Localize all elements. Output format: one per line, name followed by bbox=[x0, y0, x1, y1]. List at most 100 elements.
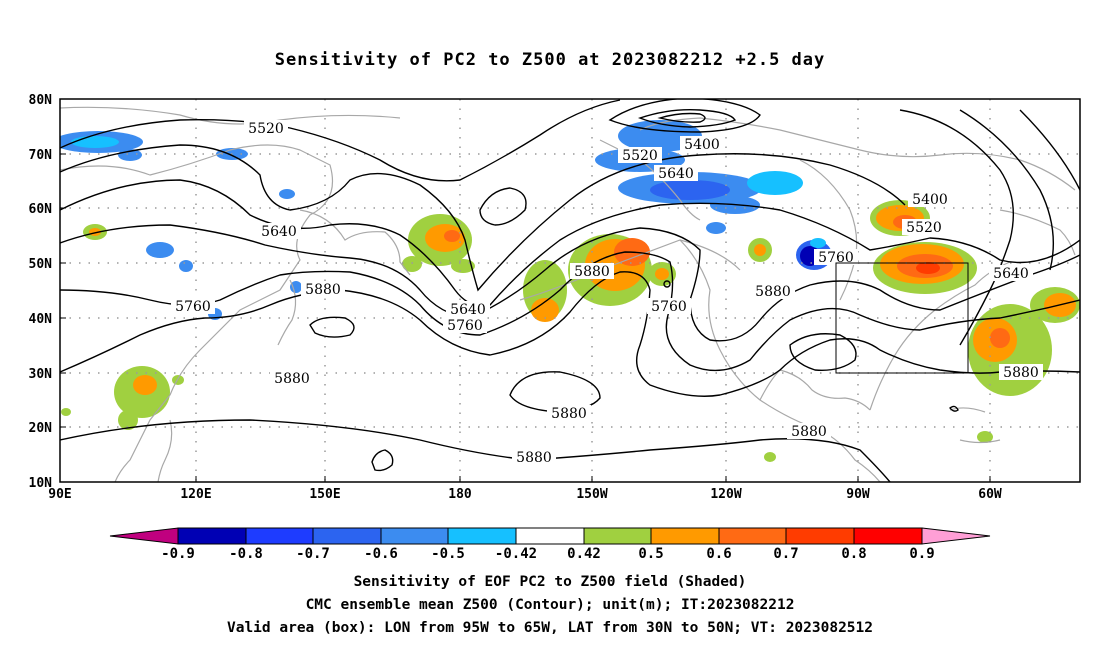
colorbar-segment bbox=[312, 527, 382, 545]
colorbar-label: 0.7 bbox=[773, 546, 798, 562]
svg-text:5640: 5640 bbox=[450, 302, 486, 318]
contour-label: 5760 bbox=[647, 298, 691, 315]
colorbar-label: -0.42 bbox=[495, 546, 537, 562]
longitude-labels: 90E 120E 150E 180 150W 120W 90W 60W bbox=[48, 487, 1002, 502]
svg-text:5760: 5760 bbox=[651, 299, 687, 315]
colorbar-segment bbox=[785, 527, 855, 545]
svg-text:5880: 5880 bbox=[516, 450, 552, 466]
caption-contour: CMC ensemble mean Z500 (Contour); unit(m… bbox=[305, 597, 795, 613]
contour-label: 5520 bbox=[244, 120, 288, 137]
colorbar-segment bbox=[447, 527, 517, 545]
colorbar-label: -0.7 bbox=[296, 546, 330, 562]
map-title: Sensitivity of PC2 to Z500 at 2023082212… bbox=[274, 50, 826, 70]
svg-text:5520: 5520 bbox=[906, 220, 942, 236]
lat-tick-label: 30N bbox=[29, 367, 53, 382]
svg-text:5880: 5880 bbox=[305, 282, 341, 298]
svg-text:5640: 5640 bbox=[993, 266, 1029, 282]
colorbar-label: 0.42 bbox=[567, 546, 601, 562]
svg-text:5400: 5400 bbox=[684, 137, 720, 153]
valid-area-box bbox=[835, 262, 969, 374]
contour-label: 5880 bbox=[270, 370, 314, 387]
lon-tick-label: 120W bbox=[710, 487, 741, 502]
colorbar-label: 0.9 bbox=[909, 546, 934, 562]
svg-text:5760: 5760 bbox=[447, 318, 483, 334]
colorbar-high-triangle bbox=[921, 527, 991, 545]
svg-text:5640: 5640 bbox=[658, 166, 694, 182]
plot-frame bbox=[59, 98, 1081, 483]
contour-label: 5520 bbox=[618, 147, 662, 164]
contour-label: 5880 bbox=[512, 449, 556, 466]
contour-label: 5400 bbox=[908, 191, 952, 208]
contour-label: 5640 bbox=[654, 165, 698, 182]
colorbar-segment bbox=[177, 527, 247, 545]
colorbar-segment bbox=[380, 527, 449, 545]
lon-tick-label: 90W bbox=[846, 487, 870, 502]
colorbar-segment bbox=[245, 527, 314, 545]
colorbar-label: -0.6 bbox=[364, 546, 398, 562]
lat-tick-label: 80N bbox=[29, 93, 53, 108]
svg-text:5880: 5880 bbox=[574, 264, 610, 280]
lon-tick-label: 60W bbox=[978, 487, 1002, 502]
lat-tick-label: 40N bbox=[29, 312, 53, 327]
contour-label: 5760 bbox=[814, 249, 858, 266]
contour-label: 5880 bbox=[547, 405, 591, 422]
z500-contours bbox=[60, 99, 1080, 482]
contour-label: 5640 bbox=[989, 265, 1033, 282]
contour-label: 5640 bbox=[446, 301, 490, 318]
colorbar-label: -0.5 bbox=[431, 546, 465, 562]
colorbar: -0.9 -0.8 -0.7 -0.6 -0.5 -0.42 0.42 0.5 … bbox=[109, 527, 991, 562]
svg-text:5400: 5400 bbox=[912, 192, 948, 208]
sensitivity-shading bbox=[60, 120, 1080, 462]
lat-tick-label: 60N bbox=[29, 202, 53, 217]
contour-label: 5400 bbox=[680, 136, 724, 153]
contour-label: 5880 bbox=[570, 263, 614, 280]
svg-text:5760: 5760 bbox=[818, 250, 854, 266]
colorbar-segment bbox=[853, 527, 923, 545]
contour-label: 5880 bbox=[751, 283, 795, 300]
svg-text:5520: 5520 bbox=[622, 148, 658, 164]
contour-label: 5760 bbox=[171, 298, 215, 315]
colorbar-segment bbox=[718, 527, 787, 545]
colorbar-segment bbox=[583, 527, 652, 545]
lat-tick-label: 10N bbox=[29, 476, 53, 491]
colorbar-label: 0.6 bbox=[706, 546, 731, 562]
colorbar-label: 0.5 bbox=[638, 546, 663, 562]
contour-label: 5880 bbox=[999, 364, 1043, 381]
contour-label: 5880 bbox=[787, 423, 831, 440]
lat-tick-label: 70N bbox=[29, 148, 53, 163]
colorbar-label: -0.8 bbox=[229, 546, 263, 562]
svg-text:5880: 5880 bbox=[274, 371, 310, 387]
axis-ticks bbox=[60, 98, 991, 483]
caption-shaded: Sensitivity of EOF PC2 to Z500 field (Sh… bbox=[353, 574, 747, 590]
lon-tick-label: 180 bbox=[448, 487, 472, 502]
colorbar-low-triangle bbox=[109, 527, 179, 545]
svg-text:5760: 5760 bbox=[175, 299, 211, 315]
lon-tick-label: 90E bbox=[48, 487, 71, 502]
lon-tick-label: 120E bbox=[180, 487, 211, 502]
coastlines bbox=[60, 106, 1076, 482]
latitude-labels: 80N 70N 60N 50N 40N 30N 20N 10N bbox=[29, 93, 53, 491]
positive-sensitivity-areas bbox=[61, 200, 1080, 462]
caption-valid-area: Valid area (box): LON from 95W to 65W, L… bbox=[226, 620, 873, 636]
lat-tick-label: 20N bbox=[29, 421, 53, 436]
contour-labels: 5520 5520 5400 5640 5400 5520 5640 5760 … bbox=[171, 120, 1043, 466]
colorbar-label: 0.8 bbox=[841, 546, 866, 562]
svg-text:5880: 5880 bbox=[1003, 365, 1039, 381]
colorbar-segment bbox=[515, 527, 585, 545]
lat-tick-label: 50N bbox=[29, 257, 53, 272]
contour-label: 5520 bbox=[902, 219, 946, 236]
colorbar-segment bbox=[650, 527, 720, 545]
lon-tick-label: 150E bbox=[309, 487, 340, 502]
contour-label: 5640 bbox=[257, 223, 301, 240]
lon-tick-label: 150W bbox=[576, 487, 607, 502]
contour-label: 5760 bbox=[443, 317, 487, 334]
svg-text:5880: 5880 bbox=[551, 406, 587, 422]
contour-label: 5880 bbox=[301, 281, 345, 298]
svg-text:5640: 5640 bbox=[261, 224, 297, 240]
svg-text:5520: 5520 bbox=[248, 121, 284, 137]
colorbar-label: -0.9 bbox=[161, 546, 195, 562]
svg-text:5880: 5880 bbox=[791, 424, 827, 440]
svg-text:5880: 5880 bbox=[755, 284, 791, 300]
negative-sensitivity-areas bbox=[60, 120, 832, 320]
